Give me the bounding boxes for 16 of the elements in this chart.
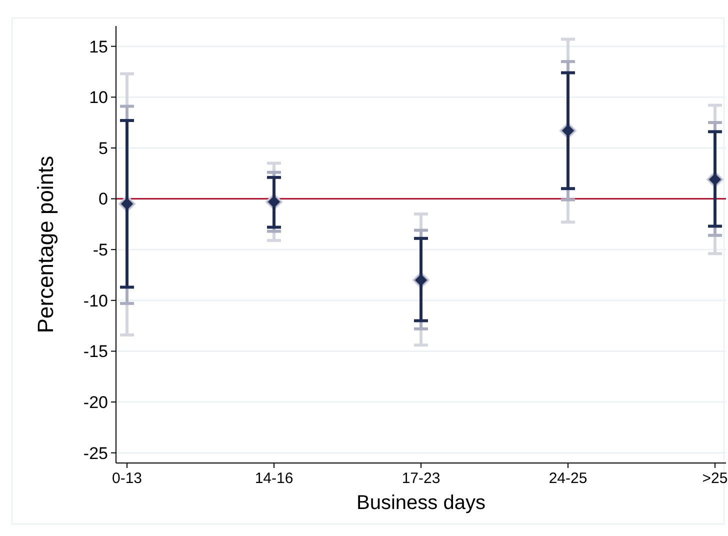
y-tick-label: 10 [89,88,108,108]
y-tick-label: -10 [83,291,108,310]
x-tick-label: 0-13 [112,470,142,487]
y-tick-label: -5 [92,240,108,260]
y-tick-label: -25 [83,444,108,463]
x-tick-label: 24-25 [548,470,588,487]
y-axis-title: Percentage points [33,156,58,334]
x-axis-title: Business days [356,492,486,514]
x-tick-label: >25 [702,470,728,487]
y-tick-label: 15 [89,37,108,56]
x-tick-label: 14-16 [254,470,294,487]
y-tick-label: -15 [83,342,108,362]
y-tick-label: -20 [83,392,108,412]
y-tick-label: 0 [98,190,108,209]
y-tick-label: 5 [98,138,108,158]
x-tick-label: 17-23 [402,470,440,487]
